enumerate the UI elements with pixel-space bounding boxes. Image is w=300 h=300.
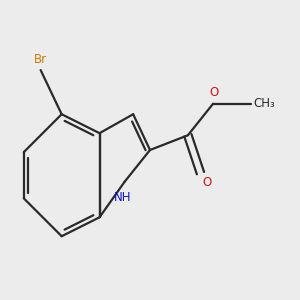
Text: CH₃: CH₃ <box>253 97 275 110</box>
Text: O: O <box>209 86 219 99</box>
Text: O: O <box>202 176 212 189</box>
Text: NH: NH <box>114 191 131 204</box>
Text: Br: Br <box>34 53 47 66</box>
